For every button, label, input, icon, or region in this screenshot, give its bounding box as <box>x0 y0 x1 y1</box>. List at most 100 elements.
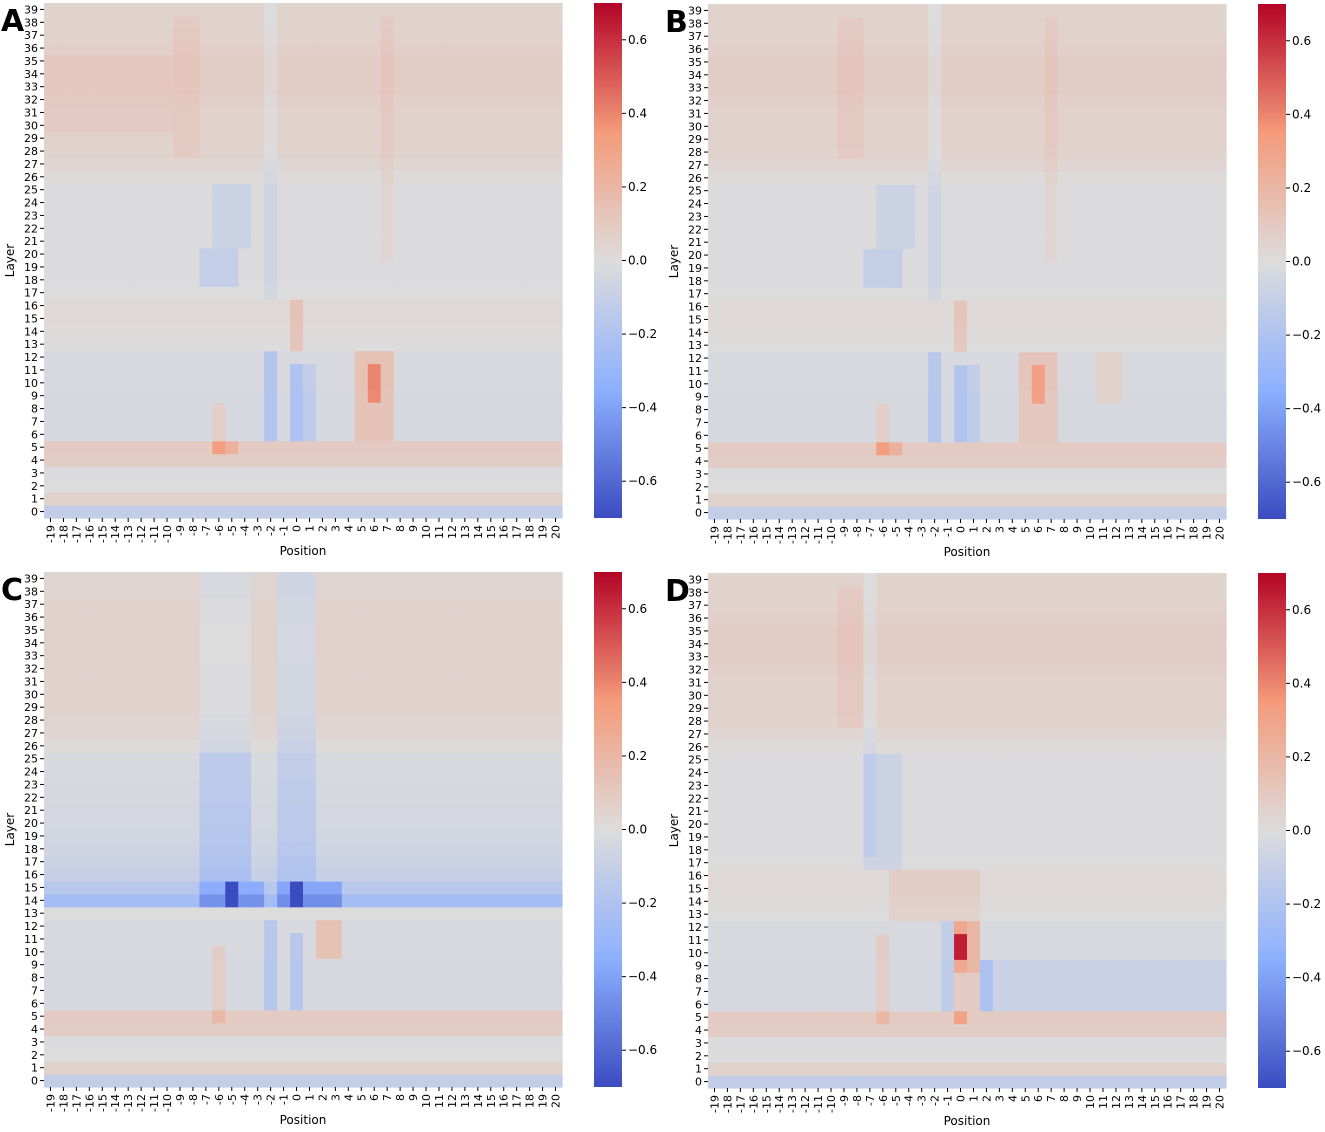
heatmap-cell <box>824 81 839 95</box>
heatmap-cell <box>785 55 800 69</box>
heatmap-cell <box>523 778 537 792</box>
heatmap-cell <box>1187 338 1201 353</box>
heatmap-cell <box>160 466 175 480</box>
heatmap-cell <box>497 1074 511 1088</box>
heatmap-cell <box>1174 416 1188 430</box>
heatmap-cell <box>510 945 524 959</box>
heatmap-cell <box>1031 364 1046 378</box>
heatmap-cell <box>941 119 955 134</box>
heatmap-cell <box>108 662 123 676</box>
heatmap-cell <box>1122 390 1136 404</box>
heatmap-cell <box>1122 145 1136 160</box>
heatmap-cell <box>837 274 852 288</box>
y-tick-label: 30 <box>688 120 702 133</box>
heatmap-cell <box>1031 467 1046 481</box>
heatmap-cell <box>328 170 343 184</box>
heatmap-cell <box>95 623 110 637</box>
heatmap-cell <box>108 1061 123 1075</box>
heatmap-cell <box>458 3 472 17</box>
heatmap-cell <box>523 881 537 895</box>
heatmap-cell <box>199 209 213 223</box>
heatmap-cell <box>1083 94 1098 108</box>
heatmap-cell <box>863 107 877 121</box>
heatmap-cell <box>199 1009 213 1024</box>
heatmap-cell <box>186 363 200 377</box>
heatmap-cell <box>733 107 748 121</box>
heatmap-cell <box>915 158 929 172</box>
heatmap-cell <box>419 906 434 921</box>
heatmap-cell <box>992 55 1007 69</box>
y-tick-label: 3 <box>695 468 702 481</box>
heatmap-cell <box>471 675 485 689</box>
heatmap-cell <box>979 55 994 69</box>
heatmap-cell <box>341 636 356 650</box>
heatmap-cell <box>445 649 459 663</box>
heatmap-cell <box>393 247 408 262</box>
heatmap-cell <box>290 67 304 81</box>
heatmap-cell <box>484 1048 498 1062</box>
heatmap-cell <box>108 209 123 223</box>
heatmap-cell <box>445 868 459 882</box>
heatmap-cell <box>173 157 188 171</box>
heatmap-cell <box>445 1048 459 1062</box>
heatmap-cell <box>406 234 421 249</box>
heatmap-cell <box>549 170 563 184</box>
heatmap-cell <box>69 54 84 68</box>
heatmap-cell <box>941 351 955 366</box>
heatmap-cell <box>367 492 382 506</box>
heatmap-cell <box>277 829 291 843</box>
heatmap-cell <box>69 247 84 262</box>
heatmap-cell <box>746 132 761 147</box>
heatmap-cell <box>160 479 175 493</box>
heatmap-cell <box>497 466 511 480</box>
heatmap-cell <box>928 119 942 134</box>
heatmap-cell <box>1070 313 1085 327</box>
heatmap-cell <box>44 1022 58 1037</box>
heatmap-cell <box>264 363 278 377</box>
heatmap-cell <box>160 3 175 17</box>
heatmap-cell <box>1109 390 1123 404</box>
heatmap-cell <box>484 765 498 779</box>
heatmap-cell <box>56 479 71 493</box>
heatmap-cell <box>56 234 71 249</box>
heatmap-cell <box>979 441 994 456</box>
heatmap-cell <box>1070 235 1085 250</box>
heatmap-cell <box>1148 454 1162 469</box>
heatmap-cell <box>212 247 226 262</box>
heatmap-cell <box>82 427 97 442</box>
heatmap-cell <box>811 81 826 95</box>
heatmap-cell <box>1161 377 1175 391</box>
heatmap-cell <box>510 3 524 17</box>
heatmap-cell <box>445 209 459 223</box>
heatmap-cell <box>419 505 434 519</box>
heatmap-cell <box>1044 107 1059 121</box>
heatmap-cell <box>186 623 200 637</box>
heatmap-cell <box>82 389 97 403</box>
heatmap-cell <box>147 67 162 81</box>
heatmap-cell <box>44 1009 58 1024</box>
heatmap-cell <box>484 687 498 702</box>
heatmap-cell <box>354 790 369 805</box>
heatmap-cell <box>863 55 877 69</box>
y-tick-label: 5 <box>31 441 38 454</box>
heatmap-cell <box>798 467 813 481</box>
heatmap-cell <box>212 299 226 313</box>
heatmap-cell <box>419 739 434 753</box>
heatmap-cell <box>82 662 97 676</box>
heatmap-cell <box>160 67 175 81</box>
heatmap-cell <box>328 1061 343 1075</box>
heatmap-cell <box>445 453 459 468</box>
colorbar-gradient <box>1258 4 1286 519</box>
heatmap-cell <box>746 55 761 69</box>
y-tick-label: 27 <box>688 159 702 172</box>
heatmap-cell <box>445 286 459 300</box>
heatmap-cell <box>225 376 239 390</box>
heatmap-cell <box>733 94 748 108</box>
heatmap-cell <box>95 324 110 339</box>
heatmap-cell <box>979 81 994 95</box>
heatmap-cell <box>44 3 58 17</box>
heatmap-cell <box>290 829 304 843</box>
heatmap-cell <box>303 41 317 56</box>
heatmap-cell <box>1135 403 1149 417</box>
heatmap-cell <box>160 427 175 442</box>
